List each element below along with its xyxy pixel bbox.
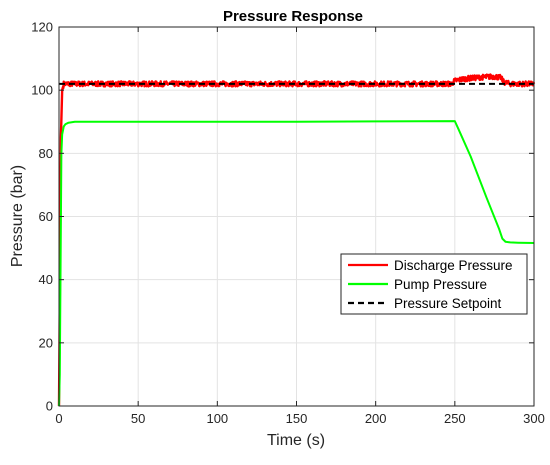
- x-tick-label: 0: [55, 411, 62, 426]
- y-tick-label: 0: [46, 399, 53, 414]
- y-tick-label: 100: [31, 83, 53, 98]
- legend-label-pressure-setpoint: Pressure Setpoint: [394, 296, 502, 311]
- x-tick-label: 250: [444, 411, 466, 426]
- y-tick-label: 40: [39, 272, 53, 287]
- x-tick-label: 150: [286, 411, 308, 426]
- y-tick-label: 20: [39, 335, 53, 350]
- axis-tick-labels: 0 50 100 150 200 250 300 0 20 40 60 80 100 120: [31, 20, 545, 427]
- series-line-discharge-pressure: [57, 73, 536, 407]
- x-tick-label: 50: [131, 411, 145, 426]
- y-tick-label: 80: [39, 146, 53, 161]
- chart-title: Pressure Response: [223, 8, 363, 25]
- x-tick-label: 200: [365, 411, 387, 426]
- x-tick-label: 300: [523, 411, 545, 426]
- x-axis-label: Time (s): [267, 432, 325, 449]
- x-tick-label: 100: [206, 411, 228, 426]
- y-tick-label: 120: [31, 20, 53, 35]
- legend: Discharge Pressure Pump Pressure Pressure …: [340, 253, 528, 315]
- legend-label-discharge-pressure: Discharge Pressure: [394, 258, 513, 273]
- legend-label-pump-pressure: Pump Pressure: [394, 277, 487, 292]
- y-axis-label: Pressure (bar): [9, 165, 26, 267]
- series-layer: [57, 73, 536, 407]
- axis-ticks: [58, 26, 535, 407]
- y-tick-label: 60: [39, 209, 53, 224]
- series-line-pump-pressure: [58, 120, 535, 407]
